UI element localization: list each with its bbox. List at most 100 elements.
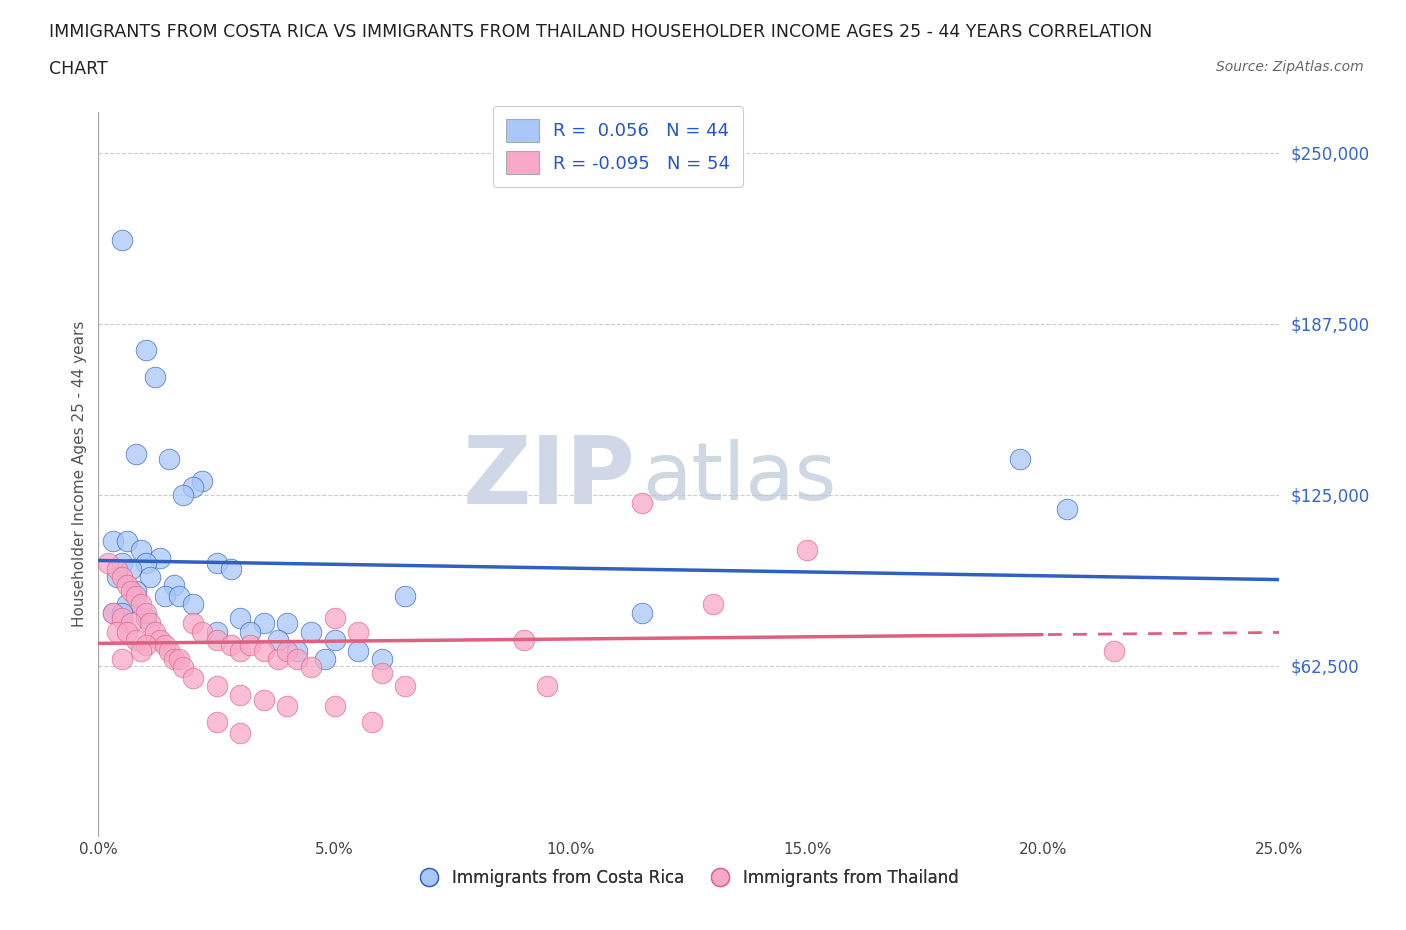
- Point: [149, 632, 172, 647]
- Point: [219, 638, 242, 653]
- Point: [371, 652, 394, 667]
- Point: [139, 569, 162, 584]
- Point: [285, 644, 308, 658]
- Point: [267, 652, 290, 667]
- Point: [105, 569, 128, 584]
- Point: [323, 611, 346, 626]
- Point: [129, 597, 152, 612]
- Point: [125, 583, 148, 598]
- Point: [101, 534, 124, 549]
- Point: [181, 597, 204, 612]
- Point: [121, 616, 143, 631]
- Point: [139, 616, 162, 631]
- Point: [285, 652, 308, 667]
- Point: [630, 496, 652, 511]
- Point: [111, 232, 134, 247]
- Point: [135, 556, 157, 571]
- Point: [314, 652, 336, 667]
- Y-axis label: Householder Income Ages 25 - 44 years: Householder Income Ages 25 - 44 years: [72, 321, 87, 628]
- Point: [239, 638, 262, 653]
- Point: [191, 624, 214, 639]
- Text: atlas: atlas: [641, 439, 837, 517]
- Point: [347, 624, 370, 639]
- Point: [157, 644, 180, 658]
- Point: [143, 624, 166, 639]
- Point: [253, 644, 276, 658]
- Point: [157, 452, 180, 467]
- Point: [1056, 501, 1078, 516]
- Point: [153, 638, 176, 653]
- Point: [361, 714, 384, 729]
- Point: [205, 556, 228, 571]
- Point: [115, 597, 138, 612]
- Point: [129, 542, 152, 557]
- Point: [97, 556, 120, 571]
- Point: [172, 487, 194, 502]
- Point: [205, 632, 228, 647]
- Point: [267, 632, 290, 647]
- Point: [702, 597, 724, 612]
- Point: [181, 616, 204, 631]
- Point: [111, 611, 134, 626]
- Point: [101, 605, 124, 620]
- Point: [135, 605, 157, 620]
- Text: Source: ZipAtlas.com: Source: ZipAtlas.com: [1216, 60, 1364, 74]
- Point: [149, 551, 172, 565]
- Point: [347, 644, 370, 658]
- Point: [323, 698, 346, 713]
- Point: [181, 479, 204, 494]
- Point: [115, 624, 138, 639]
- Point: [229, 687, 252, 702]
- Point: [172, 660, 194, 675]
- Point: [1008, 452, 1031, 467]
- Point: [229, 644, 252, 658]
- Point: [253, 616, 276, 631]
- Point: [135, 342, 157, 357]
- Point: [205, 714, 228, 729]
- Point: [394, 589, 416, 604]
- Text: ZIP: ZIP: [463, 432, 636, 524]
- Point: [115, 578, 138, 592]
- Point: [111, 652, 134, 667]
- Point: [371, 665, 394, 680]
- Point: [111, 569, 134, 584]
- Point: [276, 616, 298, 631]
- Point: [125, 632, 148, 647]
- Point: [219, 562, 242, 577]
- Point: [299, 660, 322, 675]
- Point: [121, 562, 143, 577]
- Point: [111, 605, 134, 620]
- Point: [167, 589, 190, 604]
- Point: [163, 652, 186, 667]
- Point: [191, 473, 214, 488]
- Text: CHART: CHART: [49, 60, 108, 78]
- Point: [105, 624, 128, 639]
- Point: [323, 632, 346, 647]
- Point: [205, 624, 228, 639]
- Point: [630, 605, 652, 620]
- Point: [253, 693, 276, 708]
- Point: [276, 698, 298, 713]
- Legend: Immigrants from Costa Rica, Immigrants from Thailand: Immigrants from Costa Rica, Immigrants f…: [412, 863, 966, 894]
- Point: [229, 611, 252, 626]
- Point: [125, 446, 148, 461]
- Point: [205, 679, 228, 694]
- Point: [1102, 644, 1125, 658]
- Point: [111, 556, 134, 571]
- Point: [181, 671, 204, 685]
- Point: [129, 644, 152, 658]
- Point: [276, 644, 298, 658]
- Point: [796, 542, 818, 557]
- Point: [125, 589, 148, 604]
- Point: [135, 611, 157, 626]
- Point: [536, 679, 558, 694]
- Point: [153, 589, 176, 604]
- Point: [121, 583, 143, 598]
- Point: [163, 578, 186, 592]
- Point: [167, 652, 190, 667]
- Point: [143, 370, 166, 385]
- Point: [229, 725, 252, 740]
- Point: [299, 624, 322, 639]
- Text: IMMIGRANTS FROM COSTA RICA VS IMMIGRANTS FROM THAILAND HOUSEHOLDER INCOME AGES 2: IMMIGRANTS FROM COSTA RICA VS IMMIGRANTS…: [49, 23, 1153, 41]
- Point: [512, 632, 534, 647]
